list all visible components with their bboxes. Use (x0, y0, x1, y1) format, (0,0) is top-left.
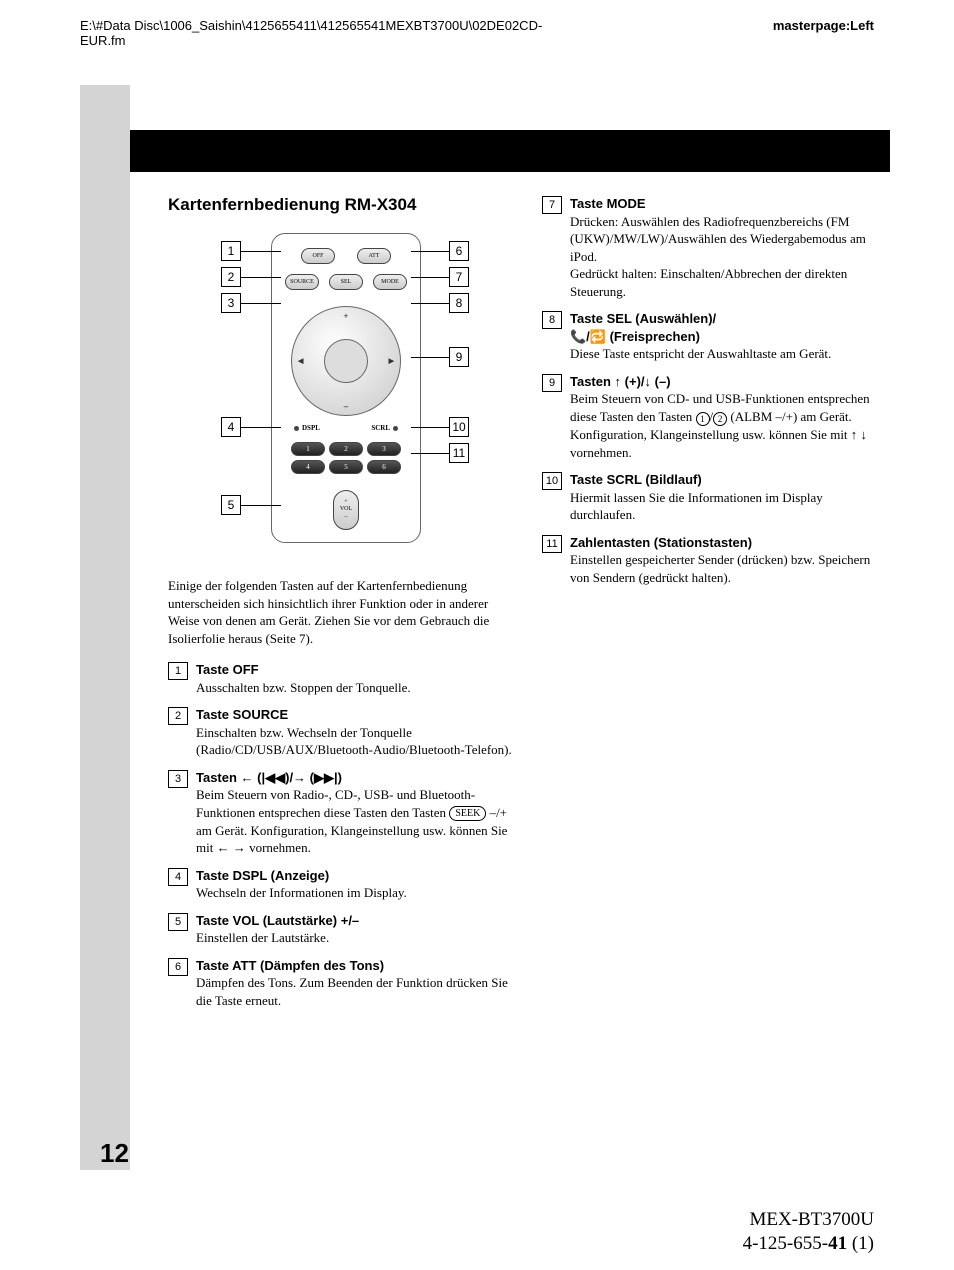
left-column: Kartenfernbedienung RM-X304 OFF ATT SOUR… (168, 195, 514, 1019)
remote-att-button: ATT (357, 248, 391, 264)
item-title-5: Taste VOL (Lautstärke) +/– (196, 912, 514, 930)
callout-7: 7 (449, 267, 469, 287)
item-num-8: 8 (542, 311, 562, 329)
remote-num-4: 4 (291, 460, 325, 474)
item-num-10: 10 (542, 472, 562, 490)
item-7: 7 Taste MODEDrücken: Auswählen des Radiof… (542, 195, 888, 300)
callout-10: 10 (449, 417, 469, 437)
header-path: E:\#Data Disc\1006_Saishin\4125655411\41… (80, 18, 580, 48)
remote-dpad: + – ◀ ▶ (291, 306, 401, 416)
item-5: 5 Taste VOL (Lautstärke) +/–Einstellen de… (168, 912, 514, 947)
item-title-10: Taste SCRL (Bildlauf) (570, 471, 888, 489)
item-num-1: 1 (168, 662, 188, 680)
remote-mode-button: MODE (373, 274, 407, 290)
callout-5: 5 (221, 495, 241, 515)
item-2: 2 Taste SOURCEEinschalten bzw. Wechseln d… (168, 706, 514, 759)
callout-9: 9 (449, 347, 469, 367)
item-body-7: Drücken: Auswählen des Radiofrequenzbere… (570, 213, 888, 301)
item-title-9: Tasten ↑ (+)/↓ (–) (570, 373, 888, 391)
remote-num-2: 2 (329, 442, 363, 456)
footer-model: MEX-BT3700U (743, 1208, 874, 1232)
item-body-11: Einstellen gespeicherter Sender (drücken… (570, 551, 888, 586)
item-body-4: Wechseln der Informationen im Display. (196, 884, 514, 902)
item-title-3: Tasten ← (|◀◀)/→ (▶▶|) (196, 769, 514, 787)
item-10: 10 Taste SCRL (Bildlauf)Hiermit lassen Si… (542, 471, 888, 524)
item-body-3: Beim Steuern von Radio-, CD-, USB- und B… (196, 786, 514, 856)
callout-1: 1 (221, 241, 241, 261)
item-title-7: Taste MODE (570, 195, 888, 213)
header: E:\#Data Disc\1006_Saishin\4125655411\41… (0, 0, 954, 56)
remote-dspl-label: DSPL (294, 424, 320, 432)
item-num-5: 5 (168, 913, 188, 931)
item-1: 1 Taste OFFAusschalten bzw. Stoppen der T… (168, 661, 514, 696)
remote-num-1: 1 (291, 442, 325, 456)
item-title-6: Taste ATT (Dämpfen des Tons) (196, 957, 514, 975)
page-number: 12 (100, 1138, 129, 1169)
remote-off-button: OFF (301, 248, 335, 264)
item-num-4: 4 (168, 868, 188, 886)
content-area: Kartenfernbedienung RM-X304 OFF ATT SOUR… (168, 195, 888, 1019)
left-item-list: 1 Taste OFFAusschalten bzw. Stoppen der T… (168, 661, 514, 1009)
black-title-bar (130, 130, 890, 172)
item-title-2: Taste SOURCE (196, 706, 514, 724)
callout-2: 2 (221, 267, 241, 287)
remote-vol-button: +VOL– (333, 490, 359, 530)
callout-3: 3 (221, 293, 241, 313)
remote-body: OFF ATT SOURCE SEL MODE + – ◀ ▶ DSPL (271, 233, 421, 543)
item-body-5: Einstellen der Lautstärke. (196, 929, 514, 947)
item-title-4: Taste DSPL (Anzeige) (196, 867, 514, 885)
masterpage-label: masterpage:Left (773, 18, 874, 48)
item-body-9: Beim Steuern von CD- und USB-Funktionen … (570, 390, 888, 461)
right-column: 7 Taste MODEDrücken: Auswählen des Radiof… (542, 195, 888, 1019)
remote-num-6: 6 (367, 460, 401, 474)
item-body-6: Dämpfen des Tons. Zum Beenden der Funkti… (196, 974, 514, 1009)
item-num-9: 9 (542, 374, 562, 392)
item-num-6: 6 (168, 958, 188, 976)
item-num-3: 3 (168, 770, 188, 788)
item-num-7: 7 (542, 196, 562, 214)
item-title-11: Zahlentasten (Stationstasten) (570, 534, 888, 552)
remote-scrl-label: SCRL (371, 424, 398, 432)
remote-num-5: 5 (329, 460, 363, 474)
item-title-1: Taste OFF (196, 661, 514, 679)
item-num-11: 11 (542, 535, 562, 553)
callout-11: 11 (449, 443, 469, 463)
remote-diagram: OFF ATT SOURCE SEL MODE + – ◀ ▶ DSPL (191, 227, 491, 557)
item-body-10: Hiermit lassen Sie die Informationen im … (570, 489, 888, 524)
item-num-2: 2 (168, 707, 188, 725)
callout-4: 4 (221, 417, 241, 437)
item-body-2: Einschalten bzw. Wechseln der Tonquelle … (196, 724, 514, 759)
remote-sel-button: SEL (329, 274, 363, 290)
callout-8: 8 (449, 293, 469, 313)
item-title-8: Taste SEL (Auswählen)/📞/🔁 (Freisprechen) (570, 310, 888, 345)
remote-num-3: 3 (367, 442, 401, 456)
item-11: 11 Zahlentasten (Stationstasten)Einstelle… (542, 534, 888, 587)
right-item-list: 7 Taste MODEDrücken: Auswählen des Radiof… (542, 195, 888, 586)
side-gray-bar (80, 85, 130, 1170)
item-body-8: Diese Taste entspricht der Auswahltaste … (570, 345, 888, 363)
callout-6: 6 (449, 241, 469, 261)
item-body-1: Ausschalten bzw. Stoppen der Tonquelle. (196, 679, 514, 697)
footer-docnum: 4-125-655-41 (1) (743, 1232, 874, 1256)
remote-source-button: SOURCE (285, 274, 319, 290)
remote-number-grid: 123 456 (291, 442, 401, 474)
item-9: 9 Tasten ↑ (+)/↓ (–)Beim Steuern von CD- … (542, 373, 888, 461)
item-4: 4 Taste DSPL (Anzeige)Wechseln der Inform… (168, 867, 514, 902)
item-8: 8 Taste SEL (Auswählen)/📞/🔁 (Freisprechen… (542, 310, 888, 363)
item-6: 6 Taste ATT (Dämpfen des Tons)Dämpfen des… (168, 957, 514, 1010)
item-3: 3 Tasten ← (|◀◀)/→ (▶▶|)Beim Steuern von … (168, 769, 514, 857)
intro-paragraph: Einige der folgenden Tasten auf der Kart… (168, 577, 514, 647)
footer: MEX-BT3700U 4-125-655-41 (1) (743, 1208, 874, 1256)
page-title: Kartenfernbedienung RM-X304 (168, 195, 514, 215)
